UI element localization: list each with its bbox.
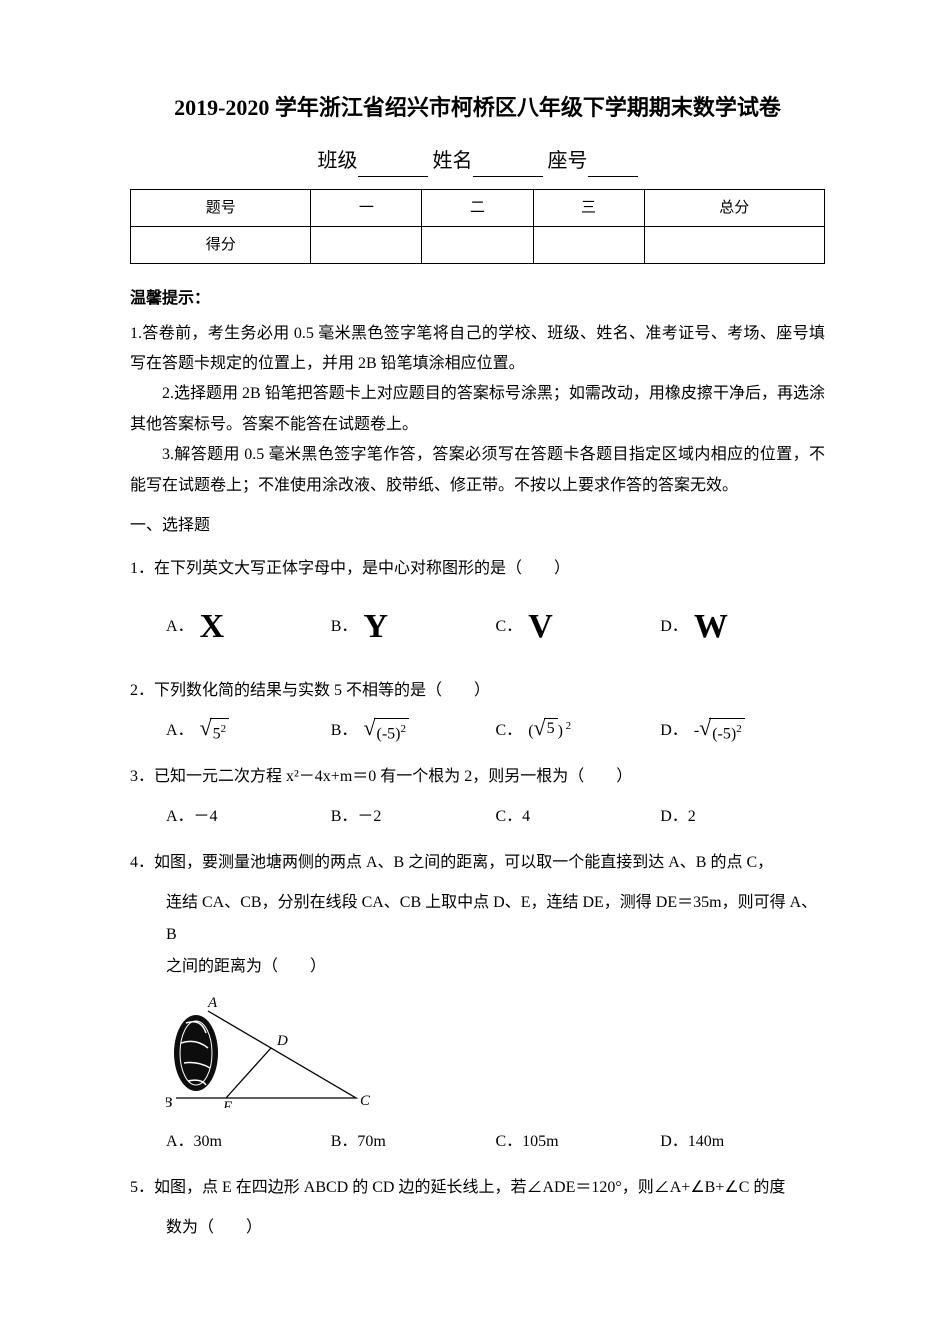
opt-label: C．105m [496,1126,559,1158]
score-cell[interactable] [644,227,824,264]
formula-icon: √(-5)2 [363,718,409,744]
option-d[interactable]: D． W [660,593,825,661]
option-a[interactable]: A． √52 [166,715,331,747]
table-row: 题号 一 二 三 总分 [131,190,825,227]
option-d[interactable]: D．2 [660,801,825,833]
option-d[interactable]: D． -√(-5)2 [660,715,825,747]
section-heading: 一、选择题 [130,513,825,539]
formula-icon: -√(-5)2 [694,715,745,747]
option-d[interactable]: D．140m [660,1126,825,1158]
option-a[interactable]: A．－4 [166,801,331,833]
option-a[interactable]: A．30m [166,1126,331,1158]
option-c[interactable]: C．4 [496,801,661,833]
name-blank[interactable] [473,157,543,177]
opt-label: C． [496,715,523,747]
options-row: A．－4 B．－2 C．4 D．2 [166,801,825,833]
letter-v-icon: V [528,593,553,661]
name-label: 姓名 [433,150,473,172]
option-b[interactable]: B．70m [331,1126,496,1158]
question-4: 4．如图，要测量池塘两侧的两点 A、B 之间的距离，可以取一个能直接到达 A、B… [130,847,825,1158]
class-label: 班级 [318,150,358,172]
score-table: 题号 一 二 三 总分 得分 [130,189,825,264]
opt-label: A．30m [166,1126,222,1158]
opt-label: C．4 [496,801,531,833]
hint-title: 温馨提示： [130,284,825,314]
question-3: 3．已知一元二次方程 x²－4x+m＝0 有一个根为 2，则另一根为（ ） A．… [130,761,825,833]
exam-title: 2019-2020 学年浙江省绍兴市柯桥区八年级下学期期末数学试卷 [130,90,825,125]
instructions: 温馨提示： 1.答卷前，考生务必用 0.5 毫米黑色签字笔将自己的学校、班级、姓… [130,284,825,501]
class-blank[interactable] [358,157,428,177]
opt-label: D． [660,611,688,643]
q-text: 3．已知一元二次方程 x²－4x+m＝0 有一个根为 2，则另一根为（ ） [130,761,825,793]
opt-label: B．70m [331,1126,386,1158]
opt-label: A．－4 [166,801,218,833]
header-cell: 二 [422,190,533,227]
hint-line: 1.答卷前，考生务必用 0.5 毫米黑色签字笔将自己的学校、班级、姓名、准考证号… [130,319,825,380]
option-b[interactable]: B．－2 [331,801,496,833]
score-cell[interactable] [422,227,533,264]
hint-line: 2.选择题用 2B 铅笔把答题卡上对应题目的答案标号涂黑；如需改动，用橡皮擦干净… [130,379,825,440]
q-text: 2．下列数化简的结果与实数 5 不相等的是（ ） [130,675,825,707]
opt-label: D．140m [660,1126,724,1158]
opt-label: B．－2 [331,801,382,833]
opt-label: A． [166,715,194,747]
formula-icon: √52 [200,718,230,744]
opt-label: D． [660,715,688,747]
table-row: 得分 [131,227,825,264]
question-5: 5．如图，点 E 在四边形 ABCD 的 CD 边的延长线上，若∠ADE＝120… [130,1172,825,1244]
q-text-line2: 数为（ ） [166,1212,825,1244]
question-1: 1．在下列英文大写正体字母中，是中心对称图形的是（ ） A． X B． Y C．… [130,553,825,661]
triangle-diagram-icon: A D B E C [166,993,825,1120]
options-row: A． √52 B． √(-5)2 C． (√5) 2 D． -√(-5)2 [166,715,825,747]
option-b[interactable]: B． Y [331,593,496,661]
student-info-line: 班级 姓名 座号 [130,145,825,177]
q-text: 1．在下列英文大写正体字母中，是中心对称图形的是（ ） [130,553,825,585]
header-cell: 一 [311,190,422,227]
q-text-line2: 连结 CA、CB，分别在线段 CA、CB 上取中点 D、E，连结 DE，测得 D… [166,887,825,951]
opt-label: A． [166,611,194,643]
q-text-line3: 之间的距离为（ ） [166,951,825,983]
score-cell[interactable] [533,227,644,264]
hint-line: 3.解答题用 0.5 毫米黑色签字笔作答，答案必须写在答题卡各题目指定区域内相应… [130,440,825,501]
opt-label: B． [331,611,358,643]
opt-label: D．2 [660,801,696,833]
score-cell[interactable] [311,227,422,264]
option-a[interactable]: A． X [166,593,331,661]
option-b[interactable]: B． √(-5)2 [331,715,496,747]
options-row: A．30m B．70m C．105m D．140m [166,1126,825,1158]
letter-x-icon: X [200,593,225,661]
svg-text:A: A [207,995,218,1011]
header-cell: 题号 [131,190,311,227]
svg-text:E: E [222,1099,232,1108]
question-2: 2．下列数化简的结果与实数 5 不相等的是（ ） A． √52 B． √(-5)… [130,675,825,747]
header-cell: 三 [533,190,644,227]
svg-text:C: C [360,1093,371,1108]
letter-w-icon: W [694,593,728,661]
letter-y-icon: Y [363,593,388,661]
row-label-cell: 得分 [131,227,311,264]
svg-text:B: B [166,1095,172,1108]
seat-label: 座号 [548,150,588,172]
option-c[interactable]: C．105m [496,1126,661,1158]
opt-label: B． [331,715,358,747]
header-cell: 总分 [644,190,824,227]
svg-text:D: D [276,1033,288,1049]
q-text: 4．如图，要测量池塘两侧的两点 A、B 之间的距离，可以取一个能直接到达 A、B… [130,847,825,879]
option-c[interactable]: C． (√5) 2 [496,715,661,747]
seat-blank[interactable] [588,157,638,177]
opt-label: C． [496,611,523,643]
q-text: 5．如图，点 E 在四边形 ABCD 的 CD 边的延长线上，若∠ADE＝120… [130,1172,825,1204]
formula-icon: (√5) 2 [528,715,571,747]
option-c[interactable]: C． V [496,593,661,661]
options-row: A． X B． Y C． V D． W [166,593,825,661]
